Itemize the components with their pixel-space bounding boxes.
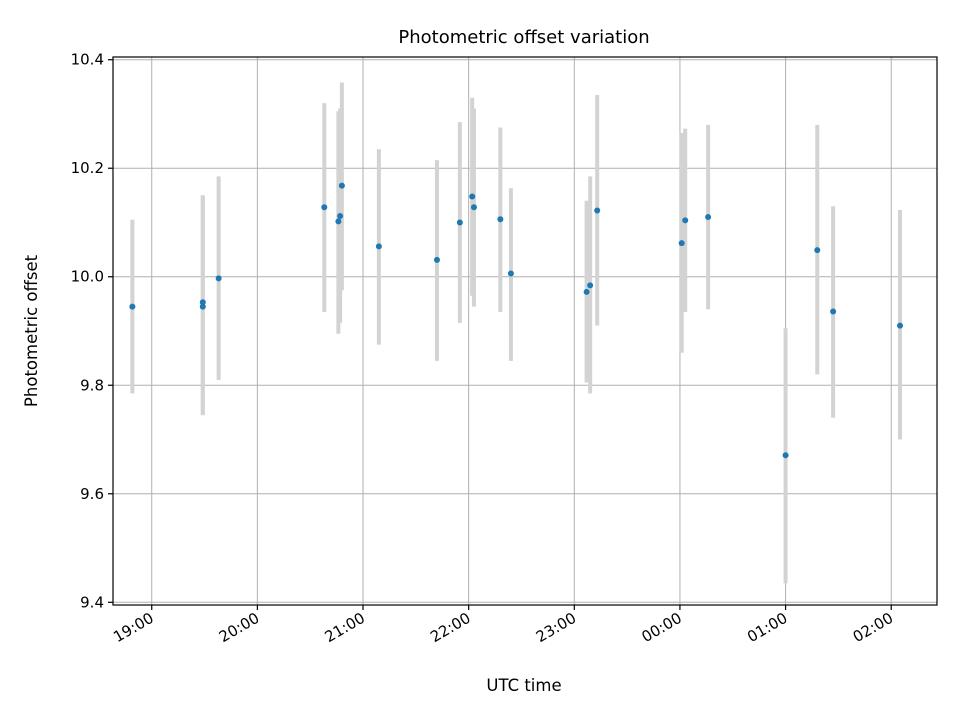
data-point xyxy=(335,218,342,225)
grid-layer xyxy=(113,57,937,605)
data-point xyxy=(337,212,344,219)
y-tick-label: 9.4 xyxy=(80,593,104,611)
data-point xyxy=(338,182,345,189)
data-point xyxy=(215,275,222,282)
data-point xyxy=(682,217,689,224)
data-point xyxy=(897,322,904,329)
y-tick-label: 9.6 xyxy=(80,485,104,503)
y-tick-label: 9.8 xyxy=(80,376,104,394)
data-point xyxy=(199,303,206,310)
data-point xyxy=(814,247,821,254)
data-point xyxy=(129,303,136,310)
data-point xyxy=(470,204,477,211)
x-axis-title: UTC time xyxy=(486,676,561,695)
data-point xyxy=(469,193,476,200)
data-point xyxy=(433,256,440,263)
data-point xyxy=(583,288,590,295)
chart-title: Photometric offset variation xyxy=(398,27,649,48)
data-point xyxy=(705,214,712,221)
y-tick-label: 10.4 xyxy=(71,51,104,69)
data-point xyxy=(497,216,504,223)
point-layer xyxy=(129,182,904,459)
data-point xyxy=(594,207,601,214)
data-point xyxy=(507,270,514,277)
data-point xyxy=(830,308,837,315)
y-tick-label: 10.2 xyxy=(71,159,104,177)
data-point xyxy=(782,452,789,459)
data-point xyxy=(678,240,685,247)
data-point xyxy=(199,299,206,306)
y-axis-title: Photometric offset xyxy=(22,254,41,407)
data-point xyxy=(456,219,463,226)
y-tick-label: 10.0 xyxy=(71,268,104,286)
plot-area-frame xyxy=(112,56,938,606)
data-point xyxy=(587,282,594,289)
data-point xyxy=(321,204,328,211)
data-point xyxy=(375,243,382,250)
